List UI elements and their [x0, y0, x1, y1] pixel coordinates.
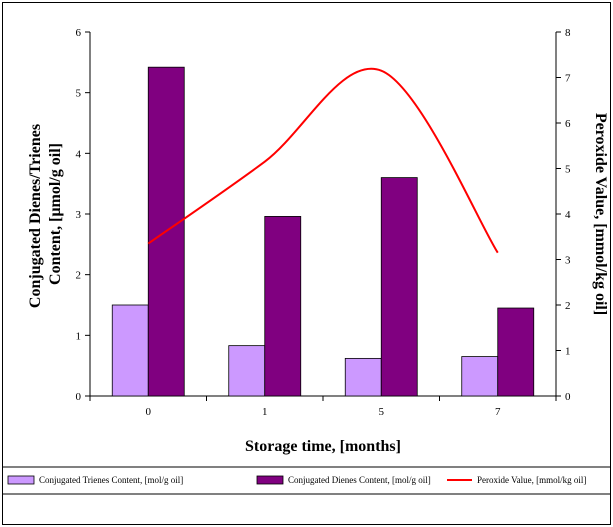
x-axis-title: Storage time, [months]: [245, 438, 401, 455]
left-axis-title: Conjugated Dienes/Trienes Content, [μmol…: [27, 120, 64, 308]
left-tick-label: 0: [76, 391, 82, 403]
left-tick-label: 1: [76, 330, 82, 342]
legend-swatch-trienes: [7, 475, 35, 485]
right-tick-label: 1: [565, 346, 571, 358]
right-axis-title: Peroxide Value, [mmol/kg oil]: [592, 113, 609, 315]
legend: Conjugated Trienes Content, [mol/g oil] …: [7, 475, 586, 485]
right-tick-label: 4: [565, 209, 571, 221]
right-tick-label: 8: [565, 27, 571, 39]
right-tick-label: 3: [565, 255, 571, 267]
peroxide-value-line: [147, 67, 499, 254]
x-tick-label: 1: [262, 406, 268, 418]
legend-label-peroxide: Peroxide Value, [mmol/kg oil]: [477, 475, 586, 485]
plot-area: 0 1 2 3 4 5 6 0 1 2 3 4 5 6 7 8 0 1 5 7: [76, 27, 572, 418]
bar-trienes: [228, 345, 266, 397]
right-tick-label: 6: [565, 118, 571, 130]
left-axis-title-line-1: Conjugated Dienes/Trienes: [27, 124, 44, 308]
left-axis-title-line-2: Content, [μmol/g oil]: [47, 143, 64, 285]
left-tick-label: 4: [76, 148, 82, 160]
right-tick-label: 2: [565, 300, 571, 312]
right-axis-ticks: 0 1 2 3 4 5 6 7 8: [556, 27, 571, 403]
left-tick-label: 2: [76, 270, 82, 282]
right-tick-label: 5: [565, 164, 571, 176]
left-tick-label: 6: [76, 27, 82, 39]
legend-swatch-dienes: [256, 475, 284, 485]
bar-dienes: [380, 177, 418, 397]
bar-series: [111, 66, 535, 397]
legend-label-trienes: Conjugated Trienes Content, [mol/g oil]: [39, 475, 183, 485]
line-series: [147, 67, 499, 254]
x-tick-label: 5: [379, 406, 385, 418]
bar-trienes: [344, 357, 382, 397]
bar-trienes: [461, 356, 499, 397]
x-axis-ticks: 0 1 5 7: [89, 396, 557, 418]
right-tick-label: 0: [565, 391, 571, 403]
x-tick-label: 0: [146, 406, 152, 418]
left-tick-label: 5: [76, 88, 82, 100]
right-tick-label: 7: [565, 73, 571, 85]
bar-trienes: [111, 304, 149, 397]
left-tick-label: 3: [76, 209, 82, 221]
legend-label-dienes: Conjugated Dienes Content, [mol/g oil]: [288, 475, 431, 485]
x-tick-label: 7: [495, 406, 501, 418]
left-axis-ticks: 0 1 2 3 4 5 6: [76, 27, 90, 403]
bar-dienes: [264, 216, 302, 397]
bar-dienes: [497, 307, 535, 397]
